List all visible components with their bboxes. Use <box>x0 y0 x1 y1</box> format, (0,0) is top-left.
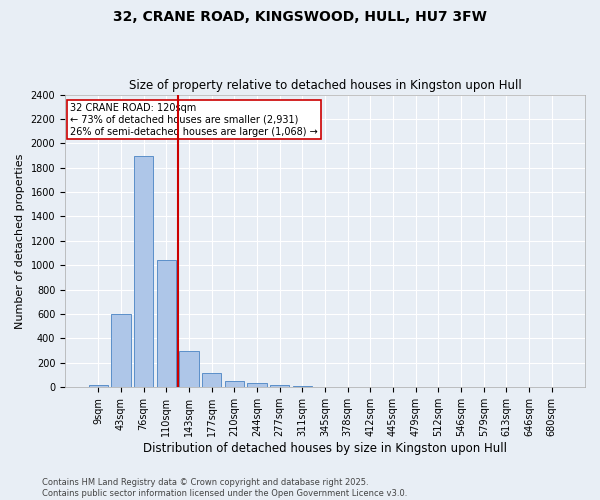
Bar <box>179 351 199 387</box>
X-axis label: Distribution of detached houses by size in Kingston upon Hull: Distribution of detached houses by size … <box>143 442 507 455</box>
Text: 32 CRANE ROAD: 120sqm
← 73% of detached houses are smaller (2,931)
26% of semi-d: 32 CRANE ROAD: 120sqm ← 73% of detached … <box>70 104 318 136</box>
Bar <box>293 386 312 387</box>
Title: Size of property relative to detached houses in Kingston upon Hull: Size of property relative to detached ho… <box>128 79 521 92</box>
Y-axis label: Number of detached properties: Number of detached properties <box>15 153 25 328</box>
Bar <box>270 384 289 387</box>
Bar <box>134 156 153 387</box>
Bar <box>247 382 266 387</box>
Bar <box>202 372 221 387</box>
Text: Contains HM Land Registry data © Crown copyright and database right 2025.
Contai: Contains HM Land Registry data © Crown c… <box>42 478 407 498</box>
Bar <box>224 381 244 387</box>
Text: 32, CRANE ROAD, KINGSWOOD, HULL, HU7 3FW: 32, CRANE ROAD, KINGSWOOD, HULL, HU7 3FW <box>113 10 487 24</box>
Bar <box>112 314 131 387</box>
Bar <box>89 385 108 387</box>
Bar <box>157 260 176 387</box>
